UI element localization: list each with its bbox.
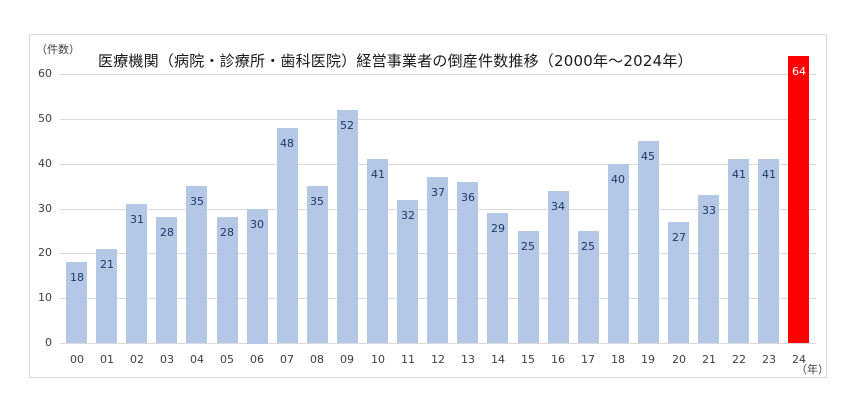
bar-value-label: 41 <box>762 168 776 181</box>
gridline <box>60 119 816 120</box>
y-tick-label: 50 <box>38 112 52 125</box>
bar-value-label: 35 <box>310 195 324 208</box>
x-tick-label: 22 <box>732 353 746 366</box>
x-tick-label: 21 <box>702 353 716 366</box>
bar <box>518 231 539 343</box>
bar <box>728 159 749 343</box>
bar <box>698 195 719 343</box>
bar-value-label: 64 <box>792 65 806 78</box>
bar <box>608 164 629 343</box>
bar-value-label: 30 <box>250 218 264 231</box>
bar-value-label: 36 <box>461 191 475 204</box>
x-tick-label: 20 <box>672 353 686 366</box>
bar-value-label: 25 <box>581 240 595 253</box>
bar <box>277 128 298 343</box>
bar-value-label: 21 <box>100 258 114 271</box>
bar <box>668 222 689 343</box>
x-tick-label: 12 <box>431 353 445 366</box>
bar <box>247 209 268 344</box>
bar-value-label: 28 <box>160 226 174 239</box>
x-tick-label: 23 <box>762 353 776 366</box>
y-tick-label: 40 <box>38 157 52 170</box>
gridline <box>60 343 816 344</box>
x-tick-label: 02 <box>130 353 144 366</box>
bar <box>578 231 599 343</box>
x-tick-label: 07 <box>280 353 294 366</box>
x-tick-label: 05 <box>220 353 234 366</box>
bar-value-label: 45 <box>641 150 655 163</box>
x-tick-label: 09 <box>340 353 354 366</box>
x-tick-label: 01 <box>100 353 114 366</box>
bar-value-label: 32 <box>401 209 415 222</box>
x-tick-label: 15 <box>521 353 535 366</box>
bar-value-label: 41 <box>371 168 385 181</box>
x-tick-label: 17 <box>581 353 595 366</box>
bar-value-label: 40 <box>611 173 625 186</box>
bar-value-label: 25 <box>521 240 535 253</box>
bar <box>397 200 418 343</box>
x-tick-label: 08 <box>310 353 324 366</box>
bar <box>367 159 388 343</box>
bar-value-label: 37 <box>431 186 445 199</box>
bar <box>66 262 87 343</box>
bar-value-label: 35 <box>190 195 204 208</box>
bar <box>96 249 117 343</box>
bar-value-label: 48 <box>280 137 294 150</box>
bar <box>126 204 147 343</box>
bar <box>337 110 358 343</box>
bar-value-label: 41 <box>732 168 746 181</box>
bar <box>487 213 508 343</box>
y-tick-label: 60 <box>38 67 52 80</box>
x-tick-label: 16 <box>551 353 565 366</box>
y-tick-label: 30 <box>38 202 52 215</box>
bar <box>548 191 569 343</box>
y-tick-label: 10 <box>38 291 52 304</box>
bar <box>307 186 328 343</box>
bar-value-label: 34 <box>551 200 565 213</box>
x-tick-label: 19 <box>641 353 655 366</box>
bar <box>427 177 448 343</box>
x-tick-label: 14 <box>491 353 505 366</box>
bar-value-label: 18 <box>70 271 84 284</box>
bar <box>156 217 177 343</box>
x-tick-label: 06 <box>250 353 264 366</box>
gridline <box>60 74 816 75</box>
y-axis-unit-label: （件数） <box>36 43 80 56</box>
bar-value-label: 27 <box>672 231 686 244</box>
x-tick-label: 13 <box>461 353 475 366</box>
chart-title: 医療機関（病院・診療所・歯科医院）経営事業者の倒産件数推移（2000年～2024… <box>98 52 693 70</box>
bar <box>758 159 779 343</box>
bar <box>186 186 207 343</box>
bar-value-label: 31 <box>130 213 144 226</box>
x-tick-label: 10 <box>371 353 385 366</box>
x-tick-label: 18 <box>611 353 625 366</box>
x-tick-label: 04 <box>190 353 204 366</box>
bar <box>217 217 238 343</box>
y-tick-label: 0 <box>45 336 52 349</box>
bar-highlight <box>788 56 809 343</box>
x-axis-unit-label: （年） <box>796 363 829 376</box>
x-tick-label: 00 <box>70 353 84 366</box>
bar <box>638 141 659 343</box>
bar-value-label: 33 <box>702 204 716 217</box>
bar-value-label: 52 <box>340 119 354 132</box>
y-tick-label: 20 <box>38 246 52 259</box>
bar-value-label: 28 <box>220 226 234 239</box>
gridline <box>60 164 816 165</box>
x-tick-label: 03 <box>160 353 174 366</box>
x-tick-label: 11 <box>401 353 415 366</box>
bar <box>457 182 478 343</box>
bar-value-label: 29 <box>491 222 505 235</box>
x-tick-label: 24 <box>792 353 806 366</box>
